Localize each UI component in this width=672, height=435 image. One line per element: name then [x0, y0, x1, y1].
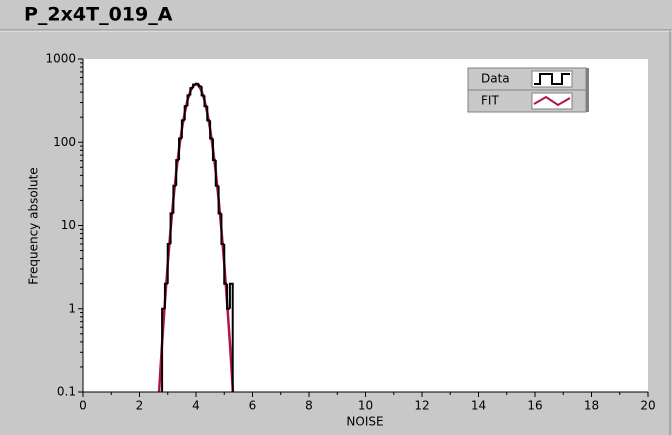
x-tick-label: 10 [358, 399, 373, 413]
y-axis-label: Frequency absolute [27, 167, 41, 284]
legend-icon [534, 73, 570, 85]
histogram-step [228, 282, 234, 392]
x-tick-label: 4 [192, 399, 200, 413]
legend-shadow [586, 68, 589, 112]
histogram-step [211, 138, 216, 162]
legend-label: FIT [481, 94, 499, 108]
x-tick-label: 16 [527, 399, 542, 413]
y-tick-label: 10 [61, 218, 76, 232]
x-tick-label: 20 [640, 399, 655, 413]
histogram-step [172, 184, 177, 214]
legend-icon [533, 95, 571, 107]
x-tick-label: 0 [79, 399, 87, 413]
x-tick-label: 14 [471, 399, 486, 413]
legend-label: Data [481, 72, 510, 86]
x-tick-label: 2 [136, 399, 144, 413]
histogram-step [169, 212, 174, 244]
x-tick-label: 18 [584, 399, 599, 413]
histogram-step [180, 119, 185, 139]
histogram-step [178, 137, 182, 161]
plot-area [83, 59, 648, 392]
y-tick-label: 1 [68, 301, 76, 315]
legend: Data FIT [467, 67, 589, 113]
x-tick-label: 12 [414, 399, 429, 413]
chart-title: P_2x4T_019_A [24, 4, 173, 26]
histogram-step [203, 95, 208, 108]
x-axis-label: NOISE [346, 415, 383, 429]
x-tick-label: 6 [249, 399, 257, 413]
histogram-step [166, 242, 171, 284]
x-tick-label: 8 [305, 399, 313, 413]
plot-content [157, 82, 235, 392]
y-tick-label: 0.1 [57, 385, 76, 399]
y-tick-label: 100 [53, 135, 76, 149]
histogram-step [223, 243, 228, 285]
y-tick-label: 1000 [45, 52, 76, 66]
